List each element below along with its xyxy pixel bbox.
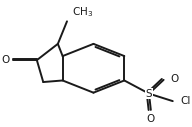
Text: S: S (146, 89, 152, 99)
Text: O: O (147, 114, 155, 124)
Text: Cl: Cl (180, 96, 190, 106)
Text: CH$_3$: CH$_3$ (72, 5, 93, 19)
Text: O: O (170, 74, 178, 84)
Text: O: O (1, 55, 10, 65)
